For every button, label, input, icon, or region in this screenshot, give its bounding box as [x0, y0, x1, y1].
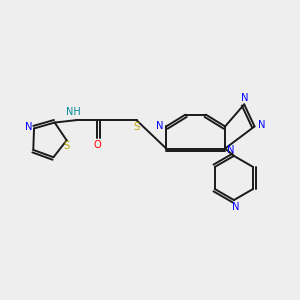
Text: N: N	[156, 122, 164, 131]
Text: S: S	[64, 141, 70, 151]
Text: N: N	[25, 122, 32, 132]
Text: O: O	[93, 140, 101, 150]
Text: N: N	[258, 120, 266, 130]
Text: N: N	[232, 202, 239, 212]
Text: NH: NH	[65, 107, 80, 117]
Text: N: N	[241, 93, 249, 103]
Text: S: S	[134, 122, 140, 132]
Text: N: N	[227, 145, 235, 155]
